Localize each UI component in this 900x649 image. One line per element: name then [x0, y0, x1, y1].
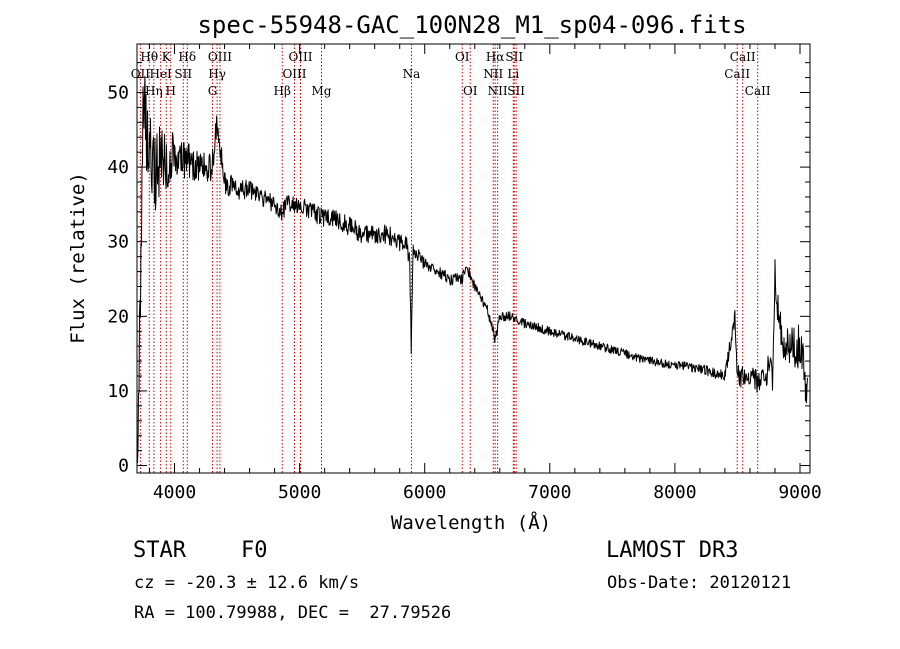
line-marker-label: HeI [149, 67, 172, 81]
line-marker-label: OIII [282, 67, 306, 81]
line-marker-label: NII [483, 67, 503, 81]
observation-date: Obs-Date: 20120121 [607, 573, 792, 593]
y-axis-label: Flux (relative) [67, 172, 89, 344]
chart-title: spec-55948-GAC_100N28_M1_sp04-096.fits [197, 11, 746, 39]
x-tick-label: 5000 [278, 482, 321, 503]
object-class: STAR [133, 538, 186, 563]
line-marker-label: Hγ [208, 67, 226, 81]
line-marker-label: OIII [288, 50, 312, 64]
x-tick-label: 7000 [528, 482, 571, 503]
line-marker-label: Na [403, 67, 421, 81]
line-marker-label: OII [131, 67, 151, 81]
y-tick-label: 0 [118, 456, 129, 477]
line-marker-label: CaII [745, 84, 771, 98]
plot-frame [136, 43, 811, 474]
x-tick-label: 9000 [778, 482, 821, 503]
x-tick-label: 4000 [153, 482, 196, 503]
y-tick-label: 40 [107, 157, 129, 178]
line-marker-label: SII [507, 84, 525, 98]
line-marker-label: CaII [724, 67, 750, 81]
spectrum-trace [136, 75, 808, 464]
x-axis: 4000 5000 6000 7000 8000 9000 [149, 44, 822, 503]
line-marker-label: NII [488, 84, 508, 98]
line-marker-label: OI [455, 50, 470, 64]
line-marker-label: K [162, 50, 172, 64]
y-tick-label: 20 [107, 306, 129, 327]
line-marker-label: OIII [208, 50, 232, 64]
line-marker-label: Hδ [178, 50, 196, 64]
x-axis-label: Wavelength (Å) [391, 511, 551, 534]
line-marker-label: OI [463, 84, 478, 98]
y-tick-label: 10 [107, 381, 129, 402]
line-marker-group [139, 44, 759, 473]
line-marker-label: SII [505, 50, 523, 64]
y-tick-label: 30 [107, 232, 129, 253]
y-tick-label: 50 [107, 82, 129, 103]
line-marker-label: CaII [730, 50, 756, 64]
line-marker-label: Hθ [140, 50, 158, 64]
line-marker-label: Hη [145, 84, 163, 98]
survey-name: LAMOST DR3 [606, 538, 739, 563]
x-tick-label: 6000 [403, 482, 446, 503]
object-subclass: F0 [241, 538, 268, 563]
line-marker-label: Li [507, 67, 519, 81]
y-axis: 0 10 20 30 40 50 [107, 62, 810, 477]
x-tick-label: 8000 [653, 482, 696, 503]
line-marker-label: H [166, 84, 176, 98]
spectrum-layer [136, 75, 808, 464]
sky-coordinates: RA = 100.79988, DEC = 27.79526 [134, 603, 452, 623]
line-marker-labels: Hθ OII Hη K HeI H Hδ SII OIII Hγ G Hβ OIII OIII Mg Na OI… [131, 50, 771, 98]
line-marker-label: Hα [486, 50, 505, 64]
line-marker-label: Mg [312, 84, 332, 98]
line-marker-label: G [208, 84, 218, 98]
redshift-velocity: cz = -20.3 ± 12.6 km/s [134, 573, 360, 593]
line-marker-label: Hβ [274, 84, 291, 98]
line-marker-label: SII [174, 67, 192, 81]
